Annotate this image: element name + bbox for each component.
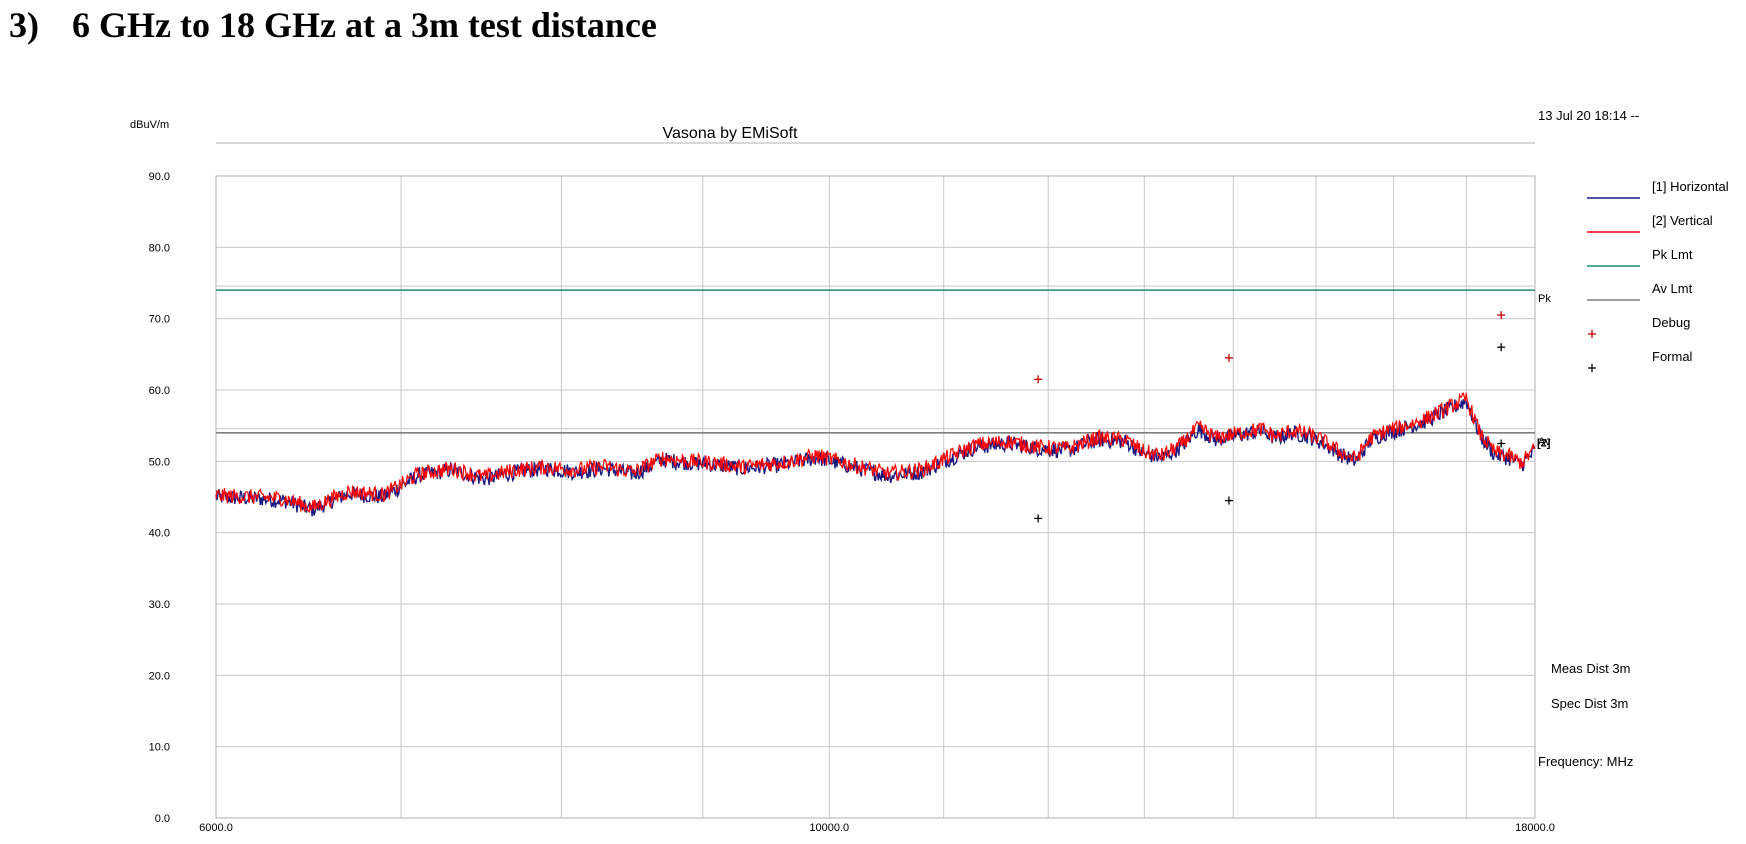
chart-timestamp: 13 Jul 20 18:14 -- <box>1538 108 1639 123</box>
heading-text: 6 GHz to 18 GHz at a 3m test distance <box>72 5 657 45</box>
chart-grid <box>216 176 1535 818</box>
measurement-traces: [2] <box>215 392 1551 517</box>
y-tick-label: 90.0 <box>149 171 170 183</box>
legend-marker <box>1588 364 1596 372</box>
chart-legend: [1] Horizontal [2] Vertical Pk Lmt Av Lmt De… <box>1587 179 1729 372</box>
legend-label: Formal <box>1652 349 1693 364</box>
trace-end-label: [2] <box>1537 437 1551 449</box>
y-axis-unit-label: dBuV/m <box>130 119 169 131</box>
meas-dist-annotation: Meas Dist 3m <box>1551 661 1630 676</box>
spec-dist-annotation: Spec Dist 3m <box>1551 696 1628 711</box>
heading-number: 3) <box>9 5 39 45</box>
limit-lines: Pk Av <box>216 285 1551 448</box>
legend-marker <box>1588 330 1596 338</box>
y-tick-label: 70.0 <box>149 314 170 326</box>
y-tick-label: 10.0 <box>149 742 170 754</box>
y-tick-label: 80.0 <box>149 242 170 254</box>
chart-title: Vasona by EMiSoft <box>663 125 798 142</box>
formal-marker <box>1034 514 1043 523</box>
y-tick-label: 60.0 <box>149 385 170 397</box>
formal-marker <box>1497 439 1506 448</box>
y-tick-label: 40.0 <box>149 528 170 540</box>
y-tick-label: 50.0 <box>149 456 170 468</box>
x-tick-label: 18000.0 <box>1515 822 1555 834</box>
y-tick-label: 0.0 <box>155 813 170 825</box>
page-heading: 3) 6 GHz to 18 GHz at a 3m test distance <box>9 4 657 46</box>
vertical-trace <box>215 392 1536 514</box>
debug-marker <box>1034 375 1043 384</box>
axis-ticks: 90.0 80.0 70.0 60.0 50.0 40.0 30.0 20.0 10.0 0.0 6… <box>149 171 1555 834</box>
x-axis-unit-label: Frequency: MHz <box>1538 754 1633 769</box>
pk-limit-label: Pk <box>1538 293 1551 305</box>
legend-label: Debug <box>1652 315 1690 330</box>
av-limit-label: Av <box>1538 436 1551 448</box>
formal-marker <box>1224 496 1233 505</box>
plot-area-frame <box>215 175 1536 819</box>
legend-label: Av Lmt <box>1652 281 1693 296</box>
x-tick-label: 6000.0 <box>199 822 233 834</box>
legend-label: [1] Horizontal <box>1652 179 1729 194</box>
formal-marker <box>1497 343 1506 352</box>
legend-label: [2] Vertical <box>1652 213 1713 228</box>
x-tick-label: 10000.0 <box>809 822 849 834</box>
debug-marker <box>1224 353 1233 362</box>
legend-label: Pk Lmt <box>1652 247 1693 262</box>
y-tick-label: 30.0 <box>149 599 170 611</box>
horizontal-trace <box>215 397 1536 517</box>
y-tick-label: 20.0 <box>149 670 170 682</box>
debug-marker <box>1497 311 1506 320</box>
measurement-markers <box>1034 311 1506 523</box>
